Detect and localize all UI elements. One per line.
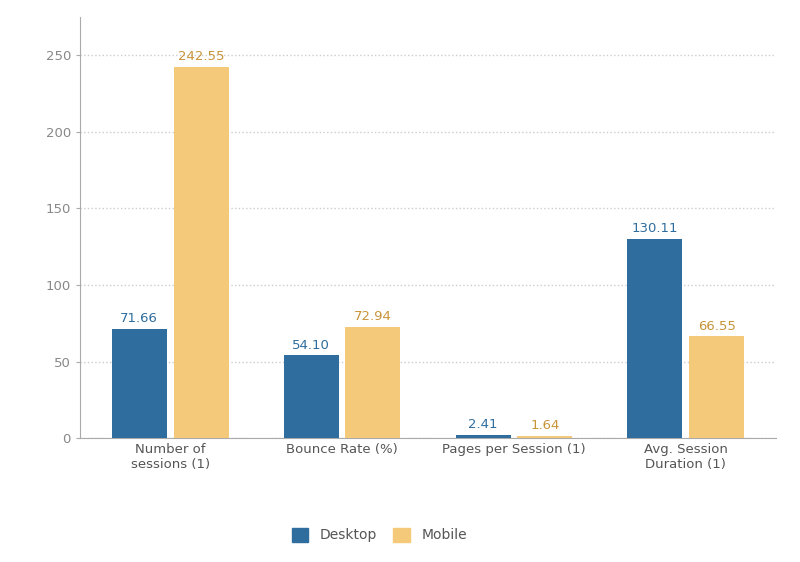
Bar <box>627 239 682 438</box>
Text: 71.66: 71.66 <box>120 312 158 325</box>
Bar <box>455 434 510 438</box>
Text: 72.94: 72.94 <box>354 310 392 323</box>
Text: 66.55: 66.55 <box>698 320 736 333</box>
Bar <box>174 67 229 438</box>
Bar <box>283 355 338 438</box>
Legend: Desktop, Mobile: Desktop, Mobile <box>285 521 474 550</box>
Text: 2.41: 2.41 <box>468 418 498 431</box>
Bar <box>112 329 166 438</box>
Bar <box>690 336 744 438</box>
Bar <box>518 436 573 438</box>
Text: 242.55: 242.55 <box>178 50 224 63</box>
Bar <box>346 327 401 438</box>
Text: 130.11: 130.11 <box>632 222 678 235</box>
Text: 54.10: 54.10 <box>292 339 330 352</box>
Text: 1.64: 1.64 <box>530 419 560 432</box>
